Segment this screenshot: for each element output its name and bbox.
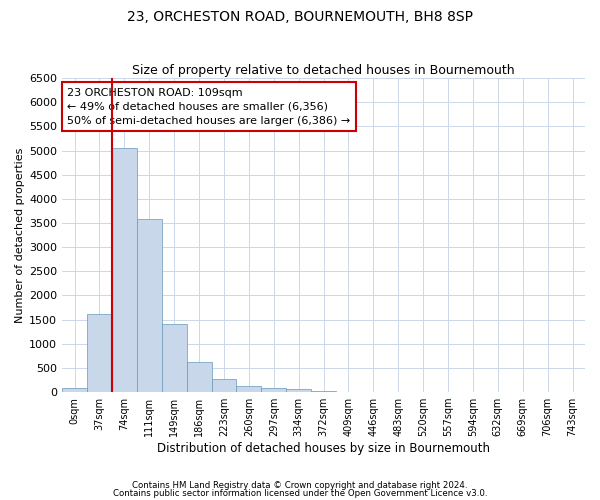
Bar	[87, 314, 112, 392]
Bar	[262, 388, 286, 392]
X-axis label: Distribution of detached houses by size in Bournemouth: Distribution of detached houses by size …	[157, 442, 490, 455]
Bar	[286, 390, 311, 392]
Bar	[187, 362, 212, 392]
Bar	[311, 390, 336, 392]
Y-axis label: Number of detached properties: Number of detached properties	[15, 148, 25, 323]
Bar	[212, 379, 236, 392]
Text: 23, ORCHESTON ROAD, BOURNEMOUTH, BH8 8SP: 23, ORCHESTON ROAD, BOURNEMOUTH, BH8 8SP	[127, 10, 473, 24]
Bar	[236, 386, 262, 392]
Bar	[162, 324, 187, 392]
Title: Size of property relative to detached houses in Bournemouth: Size of property relative to detached ho…	[132, 64, 515, 77]
Bar	[137, 219, 162, 392]
Text: 23 ORCHESTON ROAD: 109sqm
← 49% of detached houses are smaller (6,356)
50% of se: 23 ORCHESTON ROAD: 109sqm ← 49% of detac…	[67, 88, 350, 126]
Bar	[112, 148, 137, 392]
Text: Contains HM Land Registry data © Crown copyright and database right 2024.: Contains HM Land Registry data © Crown c…	[132, 481, 468, 490]
Bar	[62, 388, 87, 392]
Text: Contains public sector information licensed under the Open Government Licence v3: Contains public sector information licen…	[113, 488, 487, 498]
